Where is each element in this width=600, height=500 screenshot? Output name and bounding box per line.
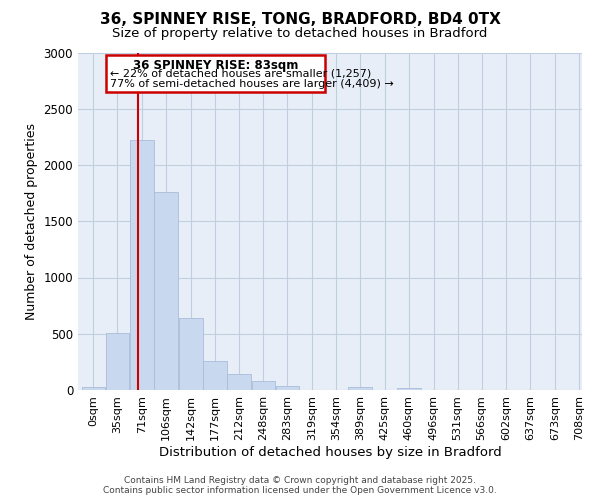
Bar	[179, 318, 203, 390]
Bar	[154, 192, 178, 390]
Text: 36 SPINNEY RISE: 83sqm: 36 SPINNEY RISE: 83sqm	[133, 59, 298, 72]
Bar	[203, 361, 227, 390]
Y-axis label: Number of detached properties: Number of detached properties	[25, 122, 38, 320]
Text: 36, SPINNEY RISE, TONG, BRADFORD, BD4 0TX: 36, SPINNEY RISE, TONG, BRADFORD, BD4 0T…	[100, 12, 500, 28]
Text: Size of property relative to detached houses in Bradford: Size of property relative to detached ho…	[112, 28, 488, 40]
Bar	[251, 381, 275, 390]
Bar	[130, 140, 154, 390]
Text: ← 22% of detached houses are smaller (1,257): ← 22% of detached houses are smaller (1,…	[110, 68, 371, 78]
X-axis label: Distribution of detached houses by size in Bradford: Distribution of detached houses by size …	[158, 446, 502, 458]
Bar	[348, 386, 372, 390]
FancyBboxPatch shape	[106, 54, 325, 92]
Text: Contains HM Land Registry data © Crown copyright and database right 2025.
Contai: Contains HM Land Registry data © Crown c…	[103, 476, 497, 495]
Bar	[275, 386, 299, 390]
Bar	[227, 374, 251, 390]
Bar	[397, 388, 421, 390]
Bar	[82, 387, 106, 390]
Text: 77% of semi-detached houses are larger (4,409) →: 77% of semi-detached houses are larger (…	[110, 79, 394, 89]
Bar	[106, 332, 130, 390]
